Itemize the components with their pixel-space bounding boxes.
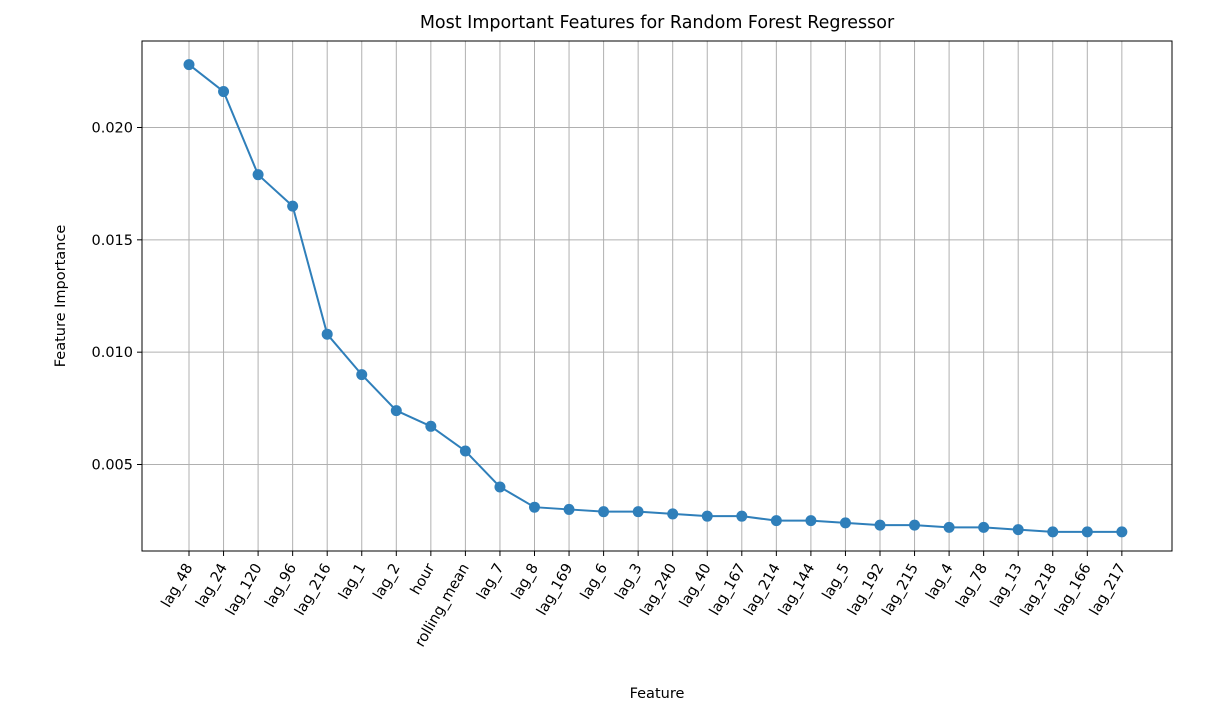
x-tick-label: lag_5 [820,561,853,602]
y-tick-label: 0.020 [91,120,133,136]
data-point [356,369,368,381]
data-point [425,420,437,432]
y-tick-label: 0.010 [91,345,133,361]
y-axis-ticks: 0.005 0.010 0.015 0.020 [91,120,142,474]
data-point [1047,526,1059,538]
x-tick-label: lag_48 [159,561,197,610]
chart-title: Most Important Features for Random Fores… [420,13,895,33]
data-point [390,405,402,417]
x-tick-label: hour [408,561,438,598]
x-axis-label: Feature [630,686,685,702]
x-tick-label: lag_1 [336,561,369,602]
data-point [598,506,610,518]
x-tick-label: lag_8 [509,561,542,602]
y-axis-label: Feature Importance [53,225,69,368]
y-tick-label: 0.005 [91,458,133,474]
data-point [943,521,955,533]
data-point [563,503,575,515]
x-tick-label: lag_4 [923,561,956,602]
x-tick-label: lag_7 [474,561,507,602]
data-point [1012,524,1024,536]
data-point [1116,526,1128,538]
x-tick-label: lag_3 [612,561,645,602]
data-point [805,515,817,527]
data-point [287,200,299,212]
data-point [839,517,851,529]
data-point [183,59,195,71]
data-point [770,515,782,527]
data-point [218,86,230,98]
data-point [321,328,333,340]
data-point [667,508,679,520]
x-tick-label: lag_78 [953,561,991,610]
data-point [978,521,990,533]
grid [142,41,1172,551]
data-point [736,510,748,522]
x-tick-label: lag_2 [371,561,404,602]
data-point [632,506,644,518]
series [183,59,1128,538]
data-point [1081,526,1093,538]
data-point [252,169,264,181]
data-point [459,445,471,457]
series-line [188,63,1122,533]
data-point [909,519,921,531]
data-point [529,501,540,513]
data-point [701,510,713,522]
x-tick-label: lag_24 [193,561,231,610]
data-point [494,481,506,493]
data-point [874,519,886,531]
x-tick-label: lag_96 [262,561,300,610]
x-tick-label: lag_13 [988,561,1026,610]
x-tick-label: lag_40 [677,561,715,610]
y-tick-label: 0.015 [91,233,133,249]
plot-area-frame [141,40,1173,552]
x-tick-label: lag_6 [578,561,611,602]
